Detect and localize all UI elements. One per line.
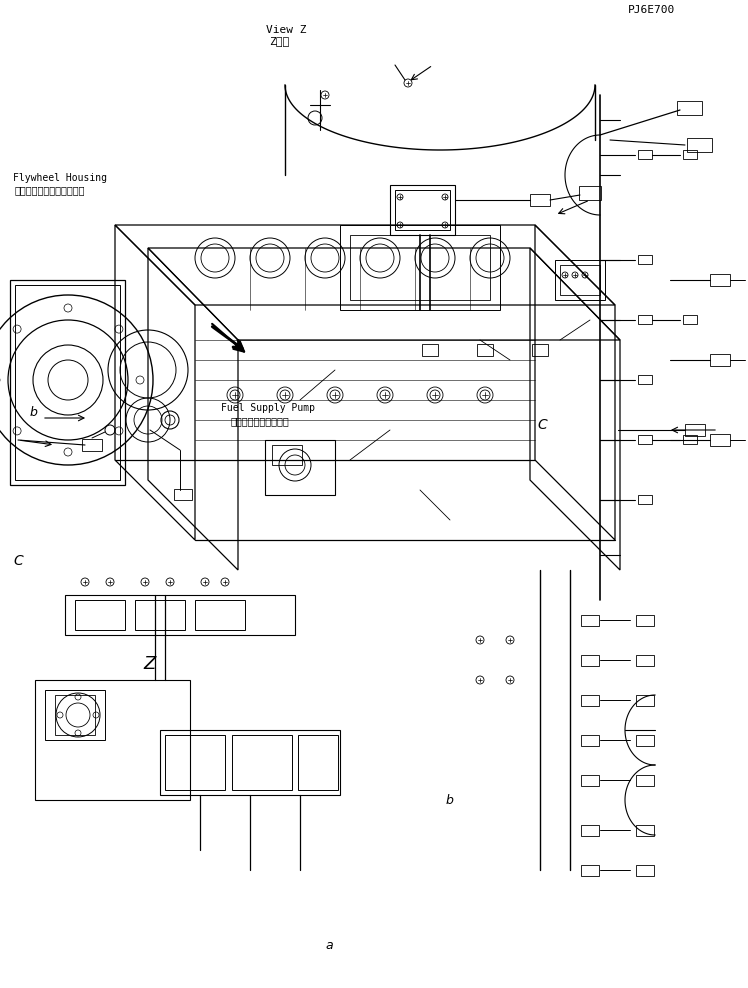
Text: Flywheel Housing: Flywheel Housing bbox=[13, 173, 108, 183]
Bar bbox=[581, 695, 599, 705]
Bar bbox=[532, 344, 548, 356]
Bar bbox=[65, 595, 295, 635]
Bar bbox=[82, 439, 102, 451]
Bar bbox=[195, 600, 245, 630]
Text: b: b bbox=[446, 793, 454, 807]
Text: b: b bbox=[30, 406, 38, 420]
Bar bbox=[710, 354, 730, 366]
Bar bbox=[477, 344, 493, 356]
Text: Z　視: Z 視 bbox=[269, 37, 289, 46]
Bar bbox=[272, 445, 302, 465]
Bar bbox=[687, 138, 713, 152]
Text: a: a bbox=[325, 939, 333, 952]
Bar bbox=[638, 150, 652, 159]
Bar bbox=[395, 190, 450, 230]
Bar bbox=[581, 654, 599, 666]
Bar bbox=[638, 436, 652, 445]
Bar bbox=[530, 194, 550, 206]
Text: C: C bbox=[13, 554, 23, 568]
Bar bbox=[581, 734, 599, 746]
Bar bbox=[638, 496, 652, 505]
Bar bbox=[560, 265, 600, 295]
Bar bbox=[581, 775, 599, 785]
Bar bbox=[636, 615, 654, 625]
Bar bbox=[581, 864, 599, 875]
Bar bbox=[45, 690, 105, 740]
Bar bbox=[298, 735, 338, 790]
Bar bbox=[55, 695, 95, 735]
Bar bbox=[683, 436, 697, 445]
Bar bbox=[35, 680, 190, 800]
Bar bbox=[15, 285, 120, 480]
Bar bbox=[638, 256, 652, 265]
Bar bbox=[638, 315, 652, 324]
Bar bbox=[683, 150, 697, 159]
Text: フライホイールハウジング: フライホイールハウジング bbox=[15, 185, 85, 195]
Bar bbox=[636, 734, 654, 746]
Bar bbox=[579, 186, 601, 200]
Bar bbox=[174, 489, 192, 501]
Text: Fuel Supply Pump: Fuel Supply Pump bbox=[221, 403, 315, 413]
Bar bbox=[160, 730, 340, 795]
Bar bbox=[636, 775, 654, 785]
Bar bbox=[581, 825, 599, 836]
Bar bbox=[685, 424, 705, 436]
Bar bbox=[165, 735, 225, 790]
Bar bbox=[265, 440, 335, 495]
Bar bbox=[10, 280, 125, 485]
Bar bbox=[350, 235, 490, 300]
Bar bbox=[683, 315, 697, 324]
Bar bbox=[135, 600, 185, 630]
Bar bbox=[638, 375, 652, 384]
Bar bbox=[710, 274, 730, 286]
Bar bbox=[636, 825, 654, 836]
Bar bbox=[232, 735, 292, 790]
Bar bbox=[422, 344, 438, 356]
Text: Z: Z bbox=[144, 655, 156, 673]
Text: フェルサプライボンプ: フェルサプライボンプ bbox=[230, 416, 289, 426]
Bar bbox=[636, 654, 654, 666]
Bar bbox=[390, 185, 455, 235]
Bar bbox=[581, 615, 599, 625]
Text: View Z: View Z bbox=[266, 25, 306, 35]
Bar bbox=[75, 600, 125, 630]
Bar bbox=[636, 695, 654, 705]
Bar bbox=[555, 260, 605, 300]
Text: PJ6E700: PJ6E700 bbox=[628, 5, 675, 15]
Text: C: C bbox=[537, 418, 547, 432]
Bar bbox=[710, 434, 730, 446]
Bar bbox=[678, 101, 702, 115]
Bar bbox=[340, 225, 500, 310]
Bar bbox=[636, 864, 654, 875]
